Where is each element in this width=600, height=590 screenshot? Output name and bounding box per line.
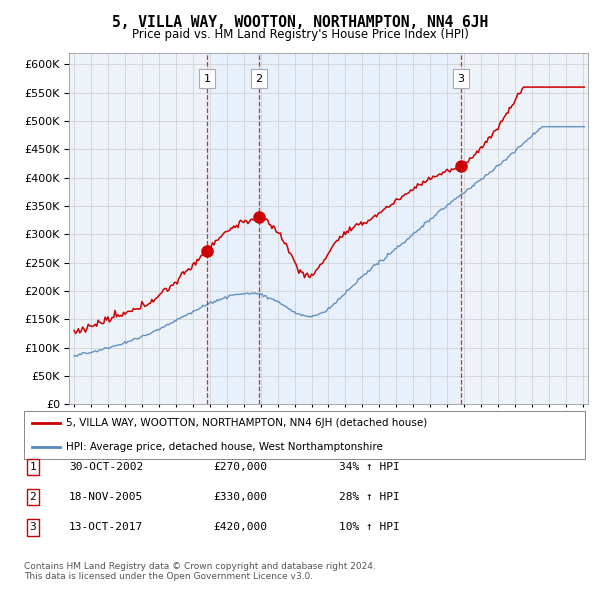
Bar (207, 53, 259, 404)
Text: £420,000: £420,000 (213, 523, 267, 532)
Text: 5, VILLA WAY, WOOTTON, NORTHAMPTON, NN4 6JH: 5, VILLA WAY, WOOTTON, NORTHAMPTON, NN4 … (112, 15, 488, 30)
Text: 10% ↑ HPI: 10% ↑ HPI (339, 523, 400, 532)
Text: 2: 2 (255, 74, 262, 84)
Text: 34% ↑ HPI: 34% ↑ HPI (339, 463, 400, 472)
Text: 3: 3 (457, 74, 464, 84)
Text: 3: 3 (29, 523, 37, 532)
Text: 30-OCT-2002: 30-OCT-2002 (69, 463, 143, 472)
Bar (259, 53, 461, 404)
Text: £270,000: £270,000 (213, 463, 267, 472)
Text: £330,000: £330,000 (213, 493, 267, 502)
Text: 5, VILLA WAY, WOOTTON, NORTHAMPTON, NN4 6JH (detached house): 5, VILLA WAY, WOOTTON, NORTHAMPTON, NN4 … (66, 418, 427, 428)
Text: HPI: Average price, detached house, West Northamptonshire: HPI: Average price, detached house, West… (66, 442, 383, 452)
Text: 1: 1 (29, 463, 37, 472)
Text: 13-OCT-2017: 13-OCT-2017 (69, 523, 143, 532)
Text: 18-NOV-2005: 18-NOV-2005 (69, 493, 143, 502)
Text: 2: 2 (29, 493, 37, 502)
Text: Price paid vs. HM Land Registry's House Price Index (HPI): Price paid vs. HM Land Registry's House … (131, 28, 469, 41)
Text: 1: 1 (203, 74, 211, 84)
Text: 28% ↑ HPI: 28% ↑ HPI (339, 493, 400, 502)
Text: Contains HM Land Registry data © Crown copyright and database right 2024.
This d: Contains HM Land Registry data © Crown c… (24, 562, 376, 581)
